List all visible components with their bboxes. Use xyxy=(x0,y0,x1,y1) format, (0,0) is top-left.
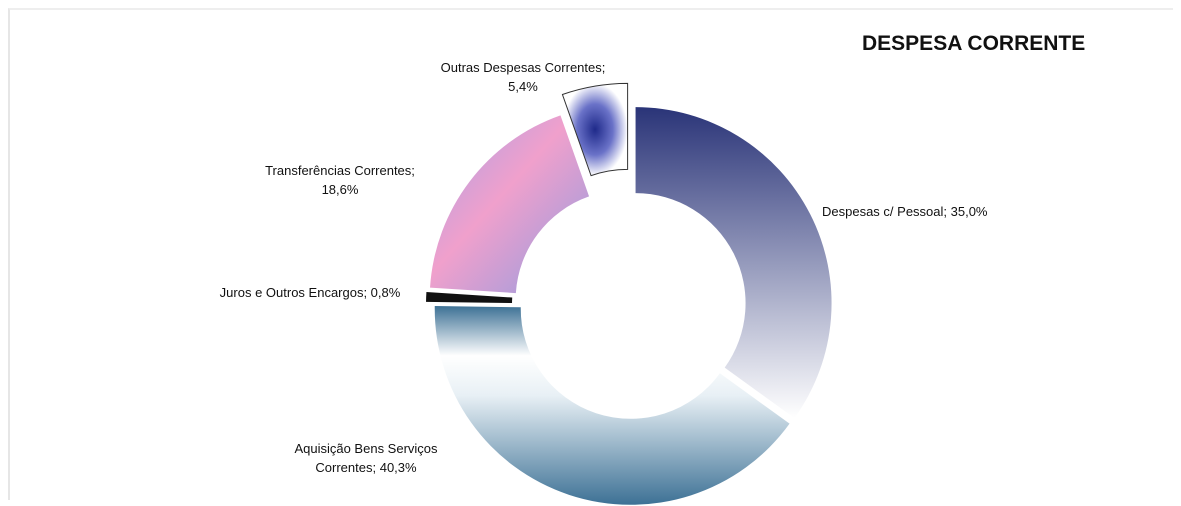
data-label-transfer-ncias-correntes: Transferências Correntes; 18,6% xyxy=(265,163,415,197)
data-label-aquisi-o-bens-servi-os-correntes: Aquisição Bens Serviços Correntes; 40,3% xyxy=(294,441,438,475)
data-label-despesas-c-pessoal: Despesas c/ Pessoal; 35,0% xyxy=(822,204,988,219)
slice-juros-e-outros-encargos xyxy=(426,292,513,304)
slice-despesas-c-pessoal xyxy=(635,107,832,419)
slice-outras-despesas-correntes xyxy=(561,82,629,177)
data-label-outras-despesas-correntes: Outras Despesas Correntes; 5,4% xyxy=(441,60,606,94)
chart-title: DESPESA CORRENTE xyxy=(862,32,1086,55)
chart-frame xyxy=(8,8,1173,500)
data-label-juros-e-outros-encargos: Juros e Outros Encargos; 0,8% xyxy=(220,285,401,300)
slice-aquisi-o-bens-servi-os-correntes xyxy=(434,306,790,505)
slice-transfer-ncias-correntes xyxy=(430,115,590,294)
